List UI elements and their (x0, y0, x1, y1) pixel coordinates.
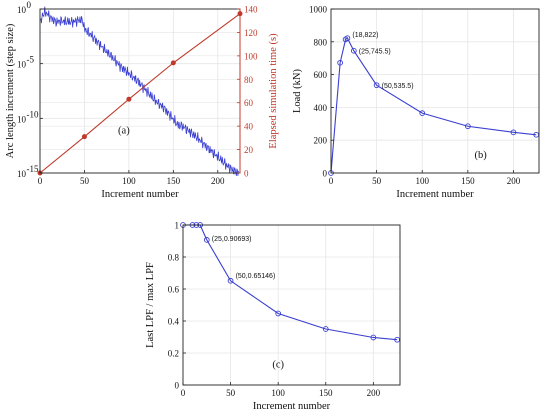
panel-label: (b) (474, 150, 487, 161)
y-tick-label: 0.4 (168, 317, 180, 327)
elapsed-time-point (126, 96, 132, 102)
series-point (275, 310, 282, 317)
y2-tick-label: 140 (244, 5, 258, 15)
panel-label: (c) (272, 359, 284, 370)
x-tick-label: 150 (167, 176, 181, 186)
x-tick-label: 0 (181, 388, 186, 398)
series-point (337, 59, 343, 66)
y-tick-label: 0.2 (168, 349, 179, 359)
x-tick-label: 0 (329, 176, 334, 186)
x-tick-label: 50 (372, 176, 382, 186)
x-tick-label: 100 (271, 388, 285, 398)
x-tick-label: 100 (122, 176, 136, 186)
y-tick-label: 600 (314, 70, 328, 80)
plot-frame (330, 8, 540, 174)
y-tick-label: 0.8 (168, 253, 180, 263)
x-tick-label: 200 (507, 176, 521, 186)
data-annotation: (50,0.65146) (236, 273, 276, 280)
y2-tick-label: 0 (244, 169, 249, 179)
y-tick-label: 10 (17, 5, 27, 15)
series-point (419, 110, 426, 116)
series-point (510, 129, 517, 136)
y-tick-label: 1000 (309, 5, 328, 15)
data-annotation: (50,535.5) (382, 83, 414, 90)
y-tick-exponent: 0 (27, 0, 32, 10)
x-tick-label: 200 (211, 176, 225, 186)
x-tick-label: 0 (38, 176, 43, 186)
x-tick-label: 100 (415, 176, 429, 186)
x-axis-label: Increment number (396, 189, 474, 200)
series-point (373, 82, 380, 89)
y-tick-label: 10 (17, 114, 27, 124)
y-tick-label: 10 (17, 60, 27, 70)
panel-label: (a) (118, 125, 130, 136)
y-tick-exponent: -10 (27, 109, 39, 119)
y-tick-label: 10 (17, 169, 27, 179)
y-axis-label: Last LPF / max LPF (145, 262, 156, 348)
panel-c-chart: 0 50 100 150 200 0 0.2 0.4 0.6 0.8 1 (25,0.90693) (5… (145, 221, 401, 412)
panel-b-chart: 0 50 100 150 200 0 200 400 600 800 1000 (18,822) (25… (292, 5, 540, 200)
series-line (330, 37, 537, 174)
x-tick-label: 150 (319, 388, 333, 398)
y2-tick-label: 120 (244, 28, 258, 38)
series-point (394, 336, 400, 343)
y-axis-label: Arc length increment (step size) (5, 23, 16, 158)
y-tick-label: 400 (314, 103, 328, 113)
data-annotation: (25,745.5) (359, 49, 391, 56)
elapsed-time-point (170, 60, 176, 66)
y-axis-label: Load (kN) (292, 68, 303, 113)
series-point (370, 334, 377, 341)
x-tick-label: 50 (226, 388, 236, 398)
y-tick-label: 200 (314, 136, 328, 146)
plot-frame (182, 224, 401, 386)
y2-tick-label: 20 (244, 145, 254, 155)
y2-axis-label: Elapsed simulation time (s) (268, 33, 279, 149)
series-point (464, 123, 471, 130)
y2-tick-label: 100 (244, 51, 258, 61)
data-annotation: (25,0.90693) (212, 236, 252, 243)
y2-tick-label: 40 (244, 122, 254, 132)
y-tick-exponent: -15 (27, 164, 39, 174)
series-point (203, 237, 210, 243)
x-tick-label: 50 (80, 176, 90, 186)
step-size-line (40, 6, 240, 176)
x-tick-label: 150 (461, 176, 475, 186)
elapsed-time-point (81, 134, 87, 140)
y-tick-exponent: -5 (27, 55, 35, 65)
x-tick-label: 200 (367, 388, 381, 398)
series-point (322, 326, 329, 332)
x-axis-label: Increment number (253, 401, 331, 412)
series-point (344, 35, 351, 42)
series-point (350, 47, 357, 54)
y-tick-label: 1 (175, 221, 180, 231)
y-tick-label: 0.6 (168, 285, 180, 295)
y2-tick-label: 60 (244, 98, 254, 108)
y-tick-label: 0 (175, 381, 180, 391)
y-tick-label: 0 (323, 169, 328, 179)
y-tick-label: 800 (314, 37, 328, 47)
data-annotation: (18,822) (352, 32, 378, 39)
series-point (227, 277, 234, 284)
x-axis-label: Increment number (101, 189, 179, 200)
y2-tick-label: 80 (244, 75, 254, 85)
